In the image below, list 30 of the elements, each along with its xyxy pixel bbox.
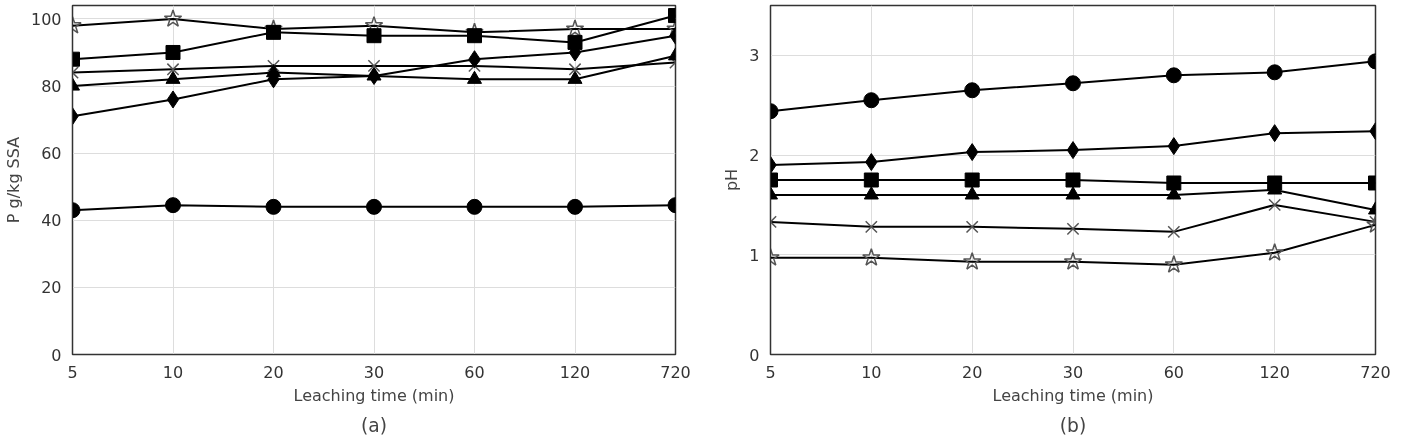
x-tick-label: 5	[67, 362, 78, 382]
x-tick-label: 10	[861, 362, 882, 382]
x-axis-title: Leaching time (min)	[992, 385, 1154, 405]
y-tick-label: 60	[41, 144, 62, 164]
y-axis-title: P g/kg SSA	[3, 136, 23, 224]
x-tick-label: 720	[1360, 362, 1391, 382]
text: (a)	[361, 414, 388, 436]
y-tick-label: 80	[41, 77, 62, 97]
y-axis-title: pH	[722, 168, 742, 192]
x-tick-label: 30	[363, 362, 385, 382]
x-tick-label: 5	[765, 362, 776, 382]
x-tick-label: 720	[660, 362, 691, 382]
y-tick-label: 3	[749, 46, 760, 66]
x-tick-label: 10	[162, 362, 184, 382]
x-tick-label: 20	[263, 362, 284, 382]
y-tick-label: 2	[749, 146, 760, 166]
x-tick-label: 120	[559, 362, 591, 382]
y-tick-label: 20	[41, 278, 62, 298]
x-tick-label: 120	[1259, 362, 1290, 382]
text: (b)	[1059, 414, 1087, 436]
x-tick-label: 60	[464, 362, 485, 382]
y-tick-label: 0	[749, 345, 760, 365]
y-tick-label: 1	[749, 245, 760, 265]
y-tick-label: 0	[51, 345, 62, 365]
y-tick-label: 40	[41, 211, 62, 231]
x-tick-label: 30	[1062, 362, 1084, 382]
y-tick-label: 100	[30, 9, 62, 29]
x-tick-label: 20	[961, 362, 983, 382]
x-tick-label: 60	[1163, 362, 1185, 382]
x-axis-title: Leaching time (min)	[293, 385, 455, 405]
